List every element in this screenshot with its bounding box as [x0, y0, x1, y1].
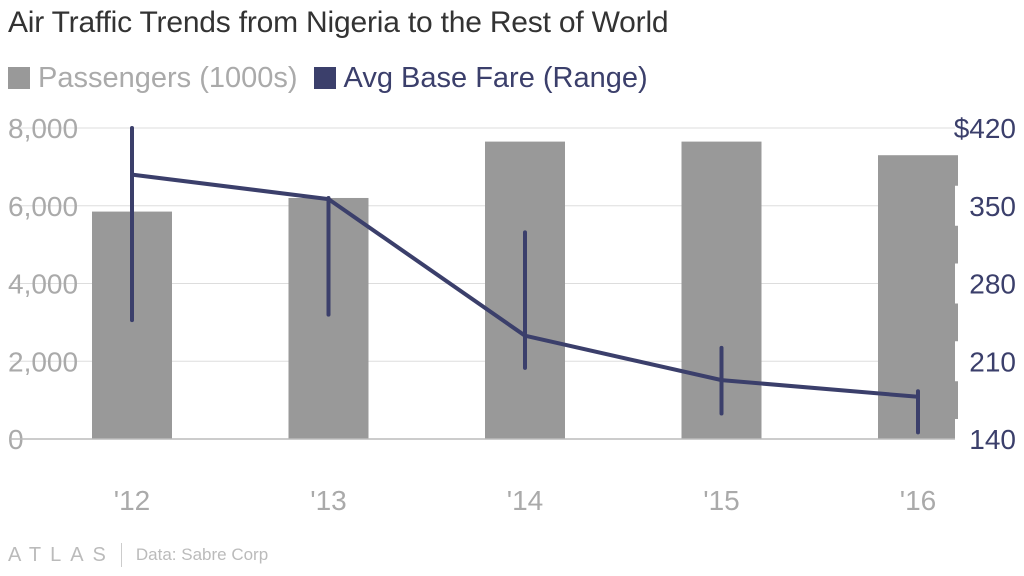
- right-axis-label-background: [955, 185, 1024, 226]
- data-source: Data: Sabre Corp: [135, 545, 269, 564]
- left-axis-tick-label: 4,000: [8, 269, 78, 300]
- footer: ATLAS Data: Sabre Corp: [8, 540, 268, 570]
- legend-item-fare: Avg Base Fare (Range): [313, 61, 648, 95]
- right-axis-tick-label: 280: [969, 269, 1016, 300]
- right-axis-tick-label: $420: [954, 113, 1016, 144]
- left-axis-tick-label: 2,000: [8, 346, 78, 377]
- right-axis-tick-label: 350: [969, 191, 1016, 222]
- right-axis-tick-label: 210: [969, 346, 1016, 377]
- right-axis-label-background: [955, 263, 1024, 304]
- right-axis-label-background: [955, 419, 1024, 459]
- legend-swatch-fare: [313, 67, 336, 89]
- left-axis-tick-label: 8,000: [8, 113, 78, 144]
- right-axis-tick-label: 140: [969, 424, 1016, 455]
- chart-title: Air Traffic Trends from Nigeria to the R…: [8, 6, 669, 39]
- left-axis-tick-label: 6,000: [8, 191, 78, 222]
- x-axis-tick-label: '13: [310, 485, 347, 516]
- right-axis-label-background: [955, 341, 1024, 382]
- chart-area: 02,0004,0006,0008,000140210280350$420'12…: [8, 108, 1024, 516]
- x-axis-tick-label: '14: [507, 485, 544, 516]
- right-axis-label-background: [955, 108, 1024, 148]
- x-axis-tick-label: '12: [114, 485, 151, 516]
- x-axis-tick-label: '15: [703, 485, 740, 516]
- legend-label-fare: Avg Base Fare (Range): [343, 61, 648, 94]
- legend-swatch-passengers: [8, 67, 30, 89]
- x-axis-tick-label: '16: [900, 485, 937, 516]
- legend-label-passengers: Passengers (1000s): [38, 61, 298, 94]
- footer-separator: [120, 543, 122, 567]
- atlas-logo: ATLAS: [8, 543, 115, 566]
- legend: Passengers (1000s) Avg Base Fare (Range): [8, 58, 664, 98]
- legend-item-passengers: Passengers (1000s): [8, 62, 298, 95]
